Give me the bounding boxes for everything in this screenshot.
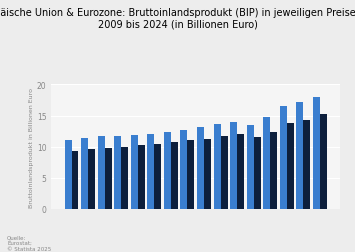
Bar — [121, 147, 128, 209]
Bar — [105, 148, 111, 209]
Bar — [147, 135, 154, 209]
Bar — [72, 151, 78, 209]
Bar — [254, 138, 261, 209]
Bar — [320, 115, 327, 209]
Y-axis label: Bruttoinlandsprodukt in Billionen Euro: Bruttoinlandsprodukt in Billionen Euro — [29, 87, 34, 207]
Text: Quelle:
Eurostat;
© Statista 2025: Quelle: Eurostat; © Statista 2025 — [7, 234, 51, 251]
Bar — [114, 137, 121, 209]
Bar — [270, 132, 277, 209]
Bar — [263, 117, 270, 209]
Bar — [204, 139, 211, 209]
Bar — [98, 137, 105, 209]
Bar — [313, 98, 320, 209]
Bar — [287, 123, 294, 209]
Bar — [280, 106, 287, 209]
Bar — [247, 125, 254, 209]
Bar — [164, 132, 171, 209]
Bar — [304, 120, 310, 209]
Bar — [296, 103, 304, 209]
Bar — [180, 130, 187, 209]
Bar — [65, 141, 72, 209]
Bar — [187, 141, 195, 209]
Bar — [131, 136, 138, 209]
Bar — [171, 143, 178, 209]
Bar — [214, 125, 220, 209]
Bar — [220, 137, 228, 209]
Bar — [88, 149, 95, 209]
Bar — [138, 146, 145, 209]
Bar — [81, 138, 88, 209]
Bar — [154, 145, 161, 209]
Text: Europäische Union & Eurozone: Bruttoinlandsprodukt (BIP) in jeweiligen Preisen v: Europäische Union & Eurozone: Bruttoinla… — [0, 8, 355, 29]
Bar — [237, 135, 244, 209]
Bar — [197, 128, 204, 209]
Bar — [230, 122, 237, 209]
